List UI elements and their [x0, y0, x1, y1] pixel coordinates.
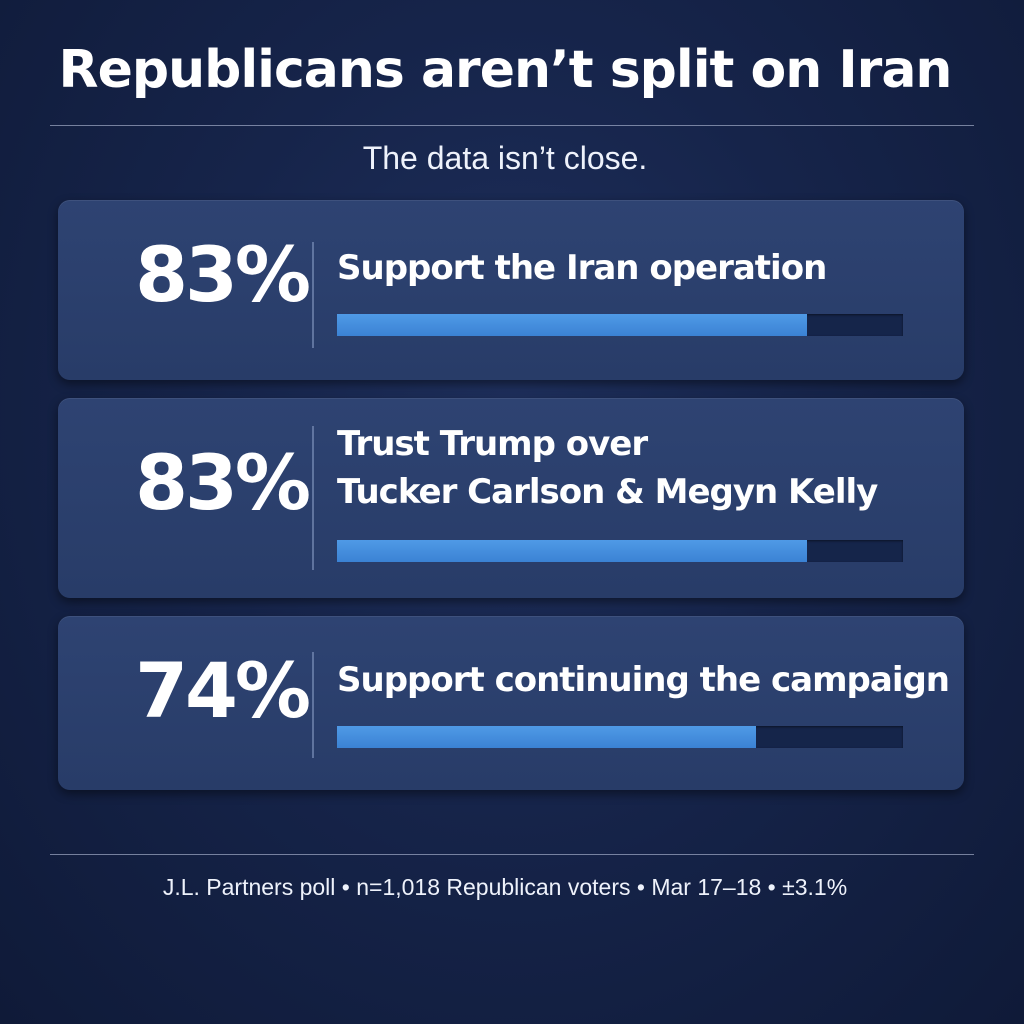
bar-track — [337, 314, 903, 336]
bar-track — [337, 540, 903, 562]
stat-label-line: Tucker Carlson & Megyn Kelly — [337, 472, 878, 512]
stat-label-line: Trust Trump over — [337, 424, 648, 464]
stat-label-line: Support continuing the campaign — [337, 660, 950, 700]
bar-fill — [337, 314, 807, 336]
card-divider — [312, 652, 314, 758]
chart-subtitle: The data isn’t close. — [362, 140, 648, 176]
stat-label: Support continuing the campaign — [337, 656, 950, 704]
stat-label: Support the Iran operation — [337, 244, 937, 292]
stat-label: Trust Trump over Tucker Carlson & Megyn … — [337, 420, 937, 516]
card-divider — [312, 242, 314, 348]
footer-divider — [50, 854, 974, 855]
percent-value: 74% — [135, 646, 311, 735]
percent-value: 83% — [135, 230, 311, 319]
stat-card: 74% Support continuing the campaign — [58, 616, 964, 790]
stat-card: 83% Trust Trump over Tucker Carlson & Me… — [58, 398, 964, 598]
bar-track — [337, 726, 903, 748]
bar-fill — [337, 726, 756, 748]
title-divider — [50, 125, 974, 126]
card-divider — [312, 426, 314, 570]
chart-title: Republicans aren’t split on Iran — [58, 40, 953, 100]
stat-card: 83% Support the Iran operation — [58, 200, 964, 380]
source-note: J.L. Partners poll • n=1,018 Republican … — [162, 874, 848, 900]
bar-fill — [337, 540, 807, 562]
stat-label-line: Support the Iran operation — [337, 248, 827, 288]
percent-value: 83% — [135, 438, 311, 527]
